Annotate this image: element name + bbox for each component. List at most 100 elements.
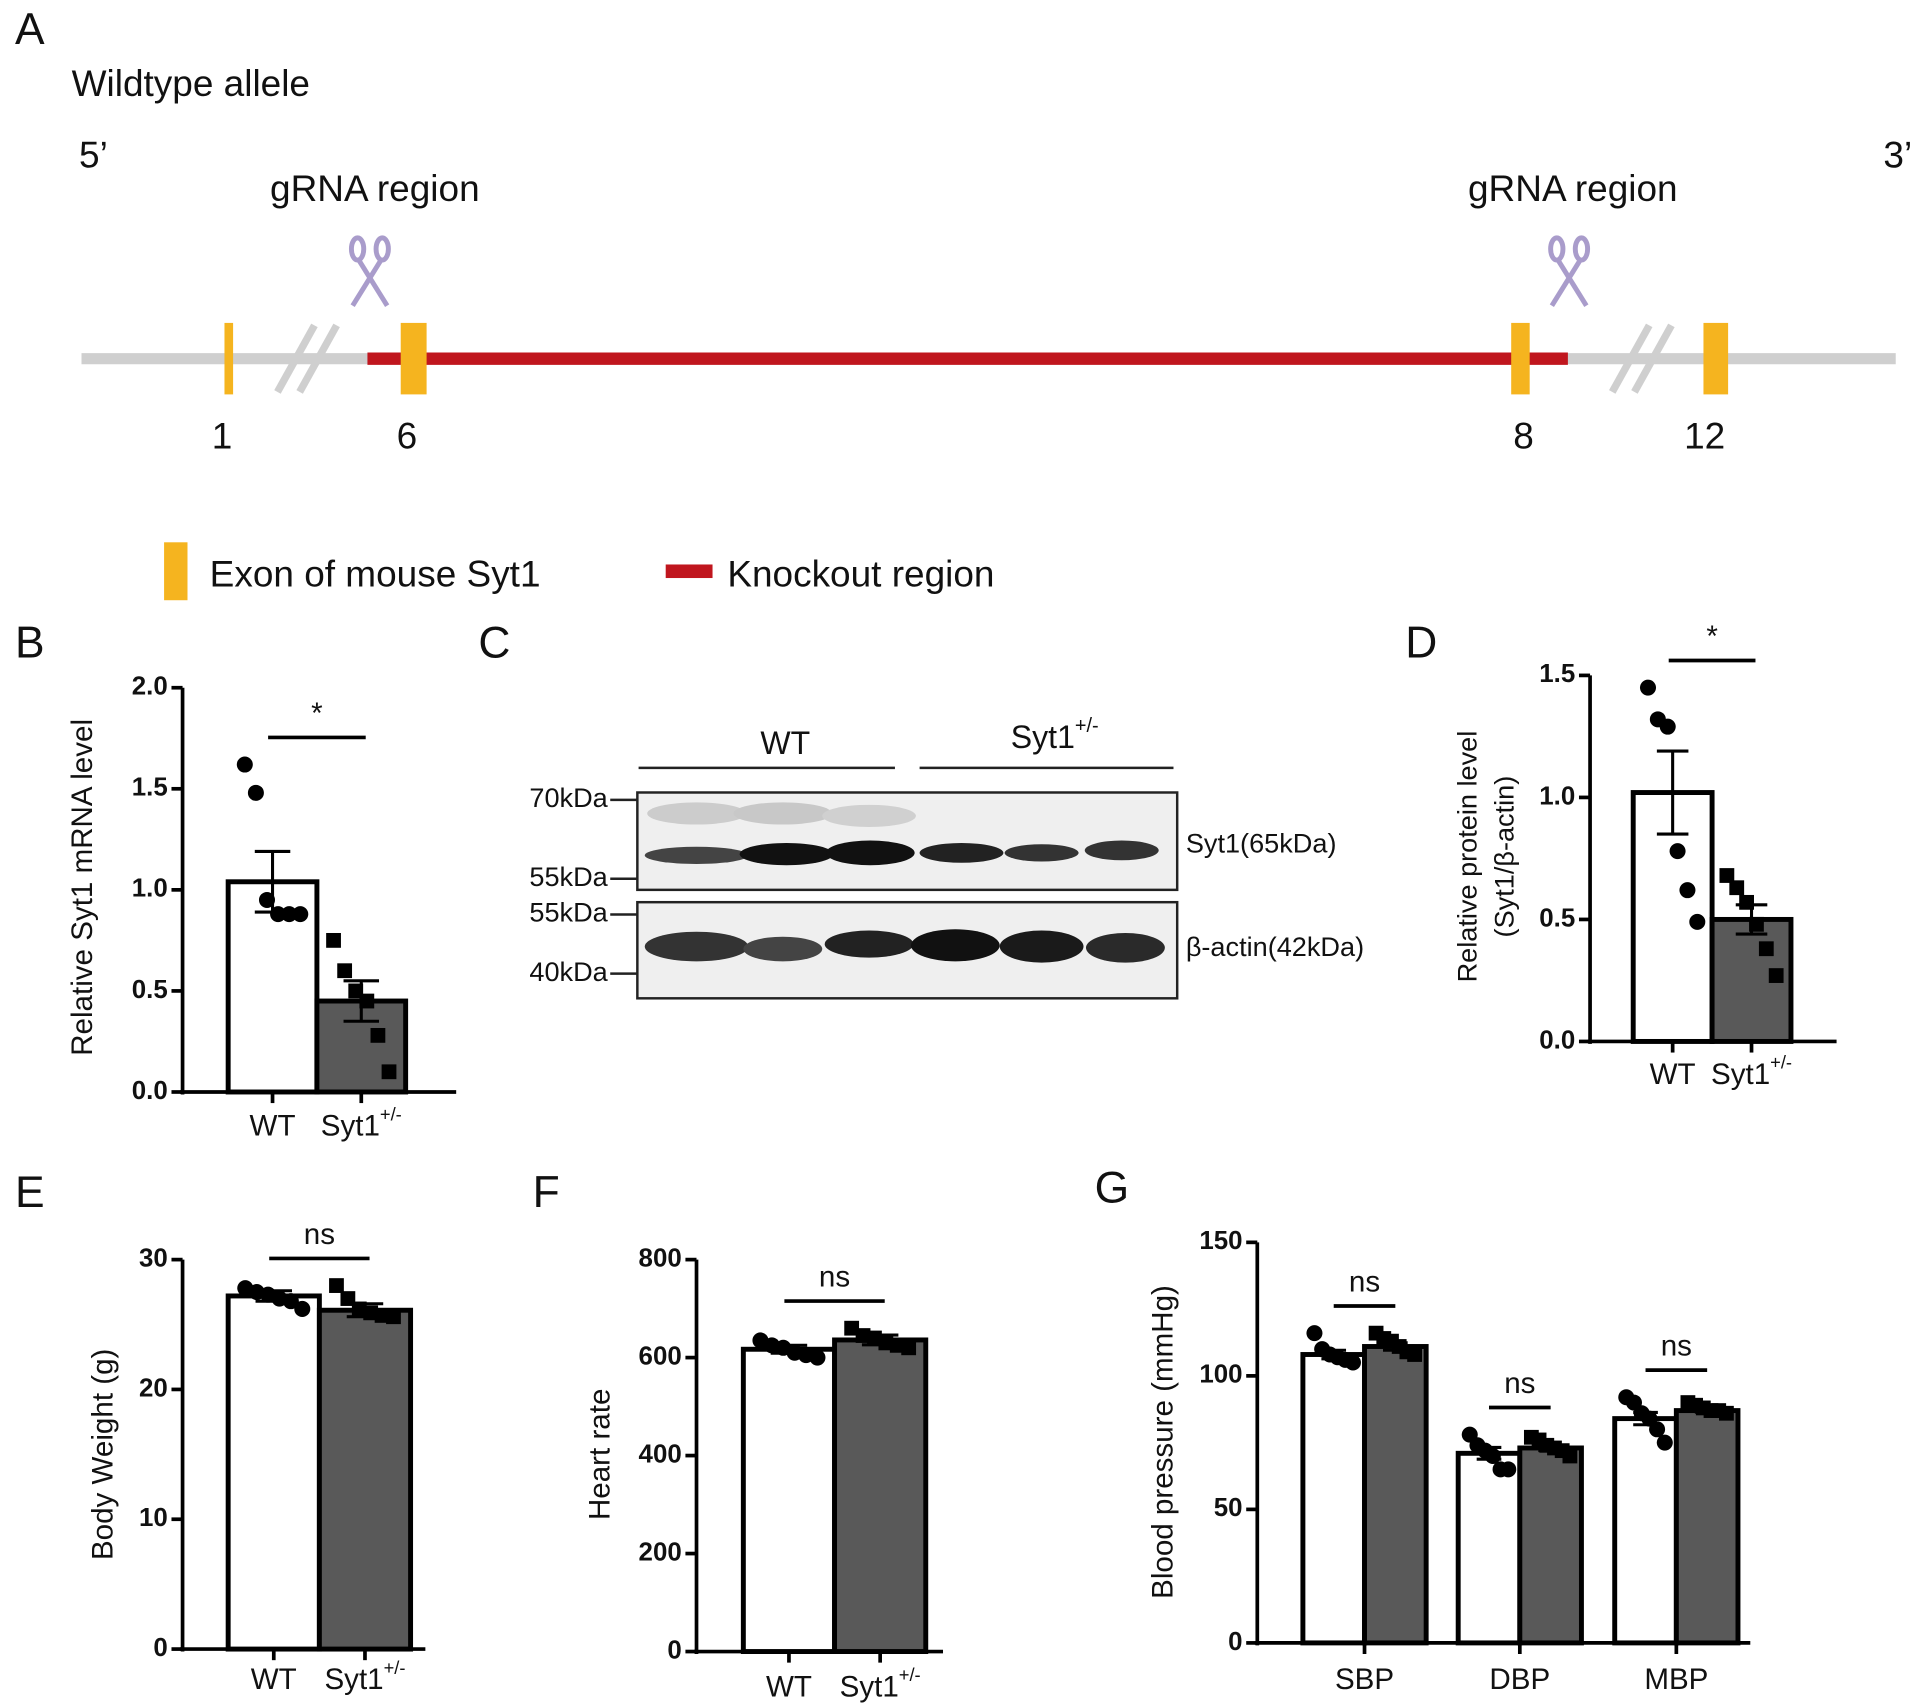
- marker-label: 55kDa: [529, 897, 608, 928]
- y-tick-label: 0.5: [1539, 904, 1575, 932]
- legend-swatch: [164, 542, 188, 601]
- y-tick-label: 200: [639, 1538, 682, 1566]
- x-tick-label sup: WT: [250, 1110, 296, 1143]
- significance-label: ns: [1349, 1266, 1380, 1299]
- data-point: [381, 1064, 397, 1080]
- data-point: [1739, 894, 1754, 910]
- group-label: Syt1+/-: [1011, 715, 1099, 755]
- bar: [1362, 1344, 1429, 1646]
- y-tick-label: 400: [639, 1440, 682, 1468]
- data-point: [374, 1308, 390, 1323]
- data-point: [1659, 718, 1676, 735]
- data-point: [363, 1305, 379, 1321]
- y-tick-label: 1.0: [132, 875, 168, 903]
- panel-letter: A: [15, 5, 45, 54]
- data-point: [1344, 1354, 1361, 1371]
- data-point: [370, 1027, 386, 1043]
- y-axis-title: (Syt1/β-actin): [1488, 776, 1519, 938]
- data-point: [1649, 1421, 1666, 1438]
- exon: [1703, 322, 1729, 395]
- y-tick-label: 2.0: [132, 673, 168, 701]
- x-tick-label sup: Syt1+/-: [1711, 1051, 1792, 1090]
- bar: [1517, 1445, 1584, 1646]
- significance-label: *: [311, 697, 323, 730]
- band-label: β-actin(42kDa): [1186, 931, 1364, 962]
- x-tick-label sup: Syt1+/-: [840, 1664, 921, 1703]
- y-tick-label: 10: [139, 1504, 168, 1532]
- data-point: [329, 1278, 344, 1293]
- data-point: [867, 1330, 882, 1346]
- grna-label: gRNA region: [1468, 168, 1678, 209]
- data-point: [1639, 679, 1657, 696]
- data-point: [855, 1328, 871, 1343]
- y-tick-label: 100: [1199, 1361, 1242, 1389]
- y-tick-label: 50: [1214, 1494, 1243, 1522]
- data-point: [901, 1340, 917, 1356]
- y-tick-label: 0.5: [132, 976, 168, 1004]
- data-point: [878, 1335, 894, 1351]
- bar: [740, 1346, 838, 1655]
- x-tick-label sup: WT: [1650, 1058, 1696, 1091]
- bar: [225, 1293, 322, 1652]
- panel-letter: E: [15, 1168, 45, 1217]
- y-axis-title: Relative Syt1 mRNA level: [66, 719, 99, 1056]
- bar: [316, 1307, 414, 1652]
- panel-letter: G: [1095, 1163, 1130, 1212]
- data-point: [1484, 1447, 1501, 1464]
- y-axis-title: Blood pressure (mmHg): [1147, 1285, 1180, 1599]
- data-point: [270, 906, 287, 923]
- y-tick-label: 0: [667, 1636, 681, 1664]
- data-point: [1669, 843, 1686, 860]
- panel-letter: C: [478, 619, 510, 668]
- y-tick-label: 20: [139, 1374, 168, 1402]
- y-tick-label: 0.0: [132, 1077, 168, 1105]
- x-tick-label sup: DBP: [1489, 1663, 1550, 1696]
- data-point: [294, 1300, 311, 1317]
- panel-letter: B: [15, 619, 45, 668]
- significance-label: ns: [1661, 1330, 1692, 1363]
- marker-tick: [610, 798, 638, 975]
- panel-letter: F: [533, 1168, 560, 1217]
- data-point: [1407, 1347, 1422, 1362]
- exon-number: 6: [397, 416, 418, 457]
- significance-label: ns: [304, 1218, 335, 1251]
- significance-label: ns: [819, 1261, 850, 1294]
- x-tick-label sup: WT: [766, 1670, 812, 1703]
- data-point: [337, 963, 353, 979]
- bands: [644, 802, 1165, 963]
- exon-number: 12: [1684, 416, 1725, 457]
- y-tick-label: 1.5: [1539, 660, 1575, 688]
- data-point: [1758, 941, 1774, 957]
- data-point: [282, 1293, 299, 1310]
- legend-swatch: [665, 564, 713, 579]
- exon: [224, 322, 234, 395]
- bar: [1673, 1408, 1741, 1646]
- data-point: [1306, 1325, 1323, 1342]
- data-point: [351, 1301, 367, 1317]
- marker-label: 70kDa: [529, 782, 608, 813]
- marker-label: 55kDa: [529, 861, 608, 892]
- y-axis-title: Body Weight (g): [87, 1349, 120, 1560]
- y-tick-label: 0: [1228, 1628, 1242, 1656]
- data-point: [1689, 913, 1706, 930]
- data-point: [1500, 1461, 1517, 1478]
- exon-number: 1: [212, 416, 233, 457]
- data-point: [844, 1320, 860, 1336]
- three-prime: 3’: [1883, 135, 1912, 176]
- data-point: [1656, 1434, 1673, 1451]
- data-point: [236, 756, 253, 773]
- panel-letter: D: [1405, 619, 1437, 668]
- data-point: [386, 1309, 401, 1325]
- exon: [400, 322, 427, 395]
- y-tick-label: 0: [153, 1634, 167, 1662]
- data-point: [1729, 880, 1745, 896]
- data-point: [359, 993, 375, 1009]
- y-axis-title: Heart rate: [583, 1389, 616, 1520]
- band-label: Syt1(65kDa): [1186, 828, 1337, 859]
- significance-label: *: [1706, 620, 1718, 653]
- y-tick-label: 800: [639, 1244, 682, 1272]
- data-point: [326, 932, 341, 948]
- x-tick-label sup: WT: [251, 1663, 297, 1696]
- data-point: [809, 1349, 826, 1366]
